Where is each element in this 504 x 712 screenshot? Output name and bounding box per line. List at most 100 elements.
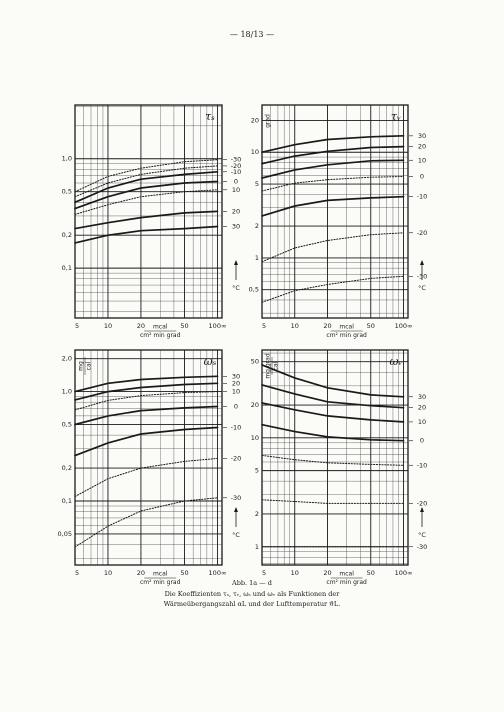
curve-label: -10 xyxy=(231,423,242,431)
curve-label: 20 xyxy=(418,143,426,151)
y-tick-label: 0,5 xyxy=(62,421,72,429)
plot-frame xyxy=(74,349,223,566)
y-tick-label: 2,0 xyxy=(62,355,72,363)
y-unit: cal xyxy=(273,361,280,370)
y-tick-label: 5 xyxy=(255,467,259,475)
caption-line: Die Koeffizienten τₛ, τᵥ, ωₛ und ωᵥ als … xyxy=(165,590,341,598)
x-tick-label: 10 xyxy=(291,322,299,330)
x-tick-label: 50 xyxy=(180,322,188,330)
x-tick-label: 5 xyxy=(75,322,79,330)
y-tick-label: 0,5 xyxy=(249,286,259,294)
curve-label: 10 xyxy=(418,156,426,164)
caption-line: Wärmeübergangszahl αL und der Lufttemper… xyxy=(164,600,340,608)
curve xyxy=(74,405,219,426)
x-tick-label: 20 xyxy=(137,322,145,330)
curve xyxy=(261,364,405,398)
y-tick-label: 1 xyxy=(255,254,259,262)
curve-label: -10 xyxy=(417,461,428,469)
y-tick-label: 20 xyxy=(251,116,259,124)
curve-label: -10 xyxy=(417,193,428,201)
x-tick-label: 5 xyxy=(75,569,79,577)
curve xyxy=(261,402,405,423)
x-tick-label: 10 xyxy=(104,322,112,330)
page-number: — 18/13 — xyxy=(230,30,274,39)
x-unit: mcal xyxy=(153,324,168,331)
curve-label: -20 xyxy=(417,499,428,507)
curve-label: -30 xyxy=(417,543,428,551)
x-unit: mcal xyxy=(153,571,168,578)
x-unit: cm² min grad xyxy=(326,332,367,339)
curve-label: 10 xyxy=(232,388,240,396)
x-tick-label: 100∞ xyxy=(395,322,413,330)
curve-label: 30 xyxy=(232,223,240,231)
curve-label: 10 xyxy=(418,418,426,426)
y-tick-label: 0,05 xyxy=(58,530,72,538)
curve xyxy=(261,499,404,504)
curve xyxy=(74,457,218,497)
curve-label: 0 xyxy=(420,437,424,445)
temp-arrow-head xyxy=(234,507,238,512)
temp-arrow-head xyxy=(420,260,424,265)
curve xyxy=(74,426,219,457)
curve xyxy=(74,225,219,244)
x-tick-label: 10 xyxy=(104,569,112,577)
x-tick-label: 20 xyxy=(323,322,331,330)
y-tick-label: 0,1 xyxy=(62,264,72,272)
x-unit: cm² min grad xyxy=(326,579,367,586)
y-unit: mg grad xyxy=(265,353,272,379)
curve xyxy=(261,195,405,217)
curve-label: 30 xyxy=(232,372,240,380)
curve xyxy=(261,176,404,192)
chart-label: τᵥ xyxy=(391,110,401,123)
y-tick-label: 2 xyxy=(255,510,259,518)
y-tick-label: 5 xyxy=(255,180,259,188)
curve xyxy=(261,145,405,165)
y-tick-label: 50 xyxy=(251,358,259,366)
y-tick-label: 0,5 xyxy=(62,188,72,196)
curve-label: -20 xyxy=(231,162,242,170)
curve xyxy=(74,165,218,198)
y-tick-label: 0,2 xyxy=(62,231,72,239)
curve-label: 30 xyxy=(418,393,426,401)
x-tick-label: 5 xyxy=(262,322,266,330)
y-unit: grad xyxy=(265,114,272,128)
y-tick-label: 1,0 xyxy=(62,155,72,163)
curve-label: 10 xyxy=(232,186,240,194)
curve-label: -30 xyxy=(231,156,242,164)
x-tick-label: 5 xyxy=(262,569,266,577)
y-tick-label: 0,1 xyxy=(62,497,72,505)
temp-arrow-head xyxy=(420,507,424,512)
temp-unit: °C xyxy=(232,531,240,539)
temp-unit: °C xyxy=(418,531,426,539)
y-tick-label: 2 xyxy=(255,222,259,230)
curve-label: -30 xyxy=(231,494,242,502)
y-tick-label: 10 xyxy=(251,434,259,442)
x-tick-label: 10 xyxy=(291,569,299,577)
y-unit: mg xyxy=(78,361,85,371)
y-tick-label: 0,2 xyxy=(62,464,72,472)
x-tick-label: 50 xyxy=(180,569,188,577)
curve xyxy=(261,275,404,303)
plot-frame xyxy=(74,104,223,319)
curve xyxy=(74,159,218,193)
curve xyxy=(74,210,219,230)
chart-label: ωᵥ xyxy=(389,355,402,368)
x-unit: cm² min grad xyxy=(140,332,181,339)
curve xyxy=(261,134,405,154)
temp-unit: °C xyxy=(418,284,426,292)
temp-unit: °C xyxy=(232,284,240,292)
x-tick-label: 100∞ xyxy=(209,322,227,330)
plot-frame xyxy=(261,349,409,566)
y-tick-label: 1,0 xyxy=(62,388,72,396)
curve-label: -20 xyxy=(231,454,242,462)
y-tick-label: 20 xyxy=(251,401,259,409)
curve xyxy=(261,159,405,179)
temp-arrow-head xyxy=(234,260,238,265)
chart-label: ωₛ xyxy=(204,355,217,368)
x-tick-label: 100∞ xyxy=(395,569,413,577)
x-tick-label: 100∞ xyxy=(209,569,227,577)
curve xyxy=(74,382,219,401)
curve xyxy=(74,375,219,393)
